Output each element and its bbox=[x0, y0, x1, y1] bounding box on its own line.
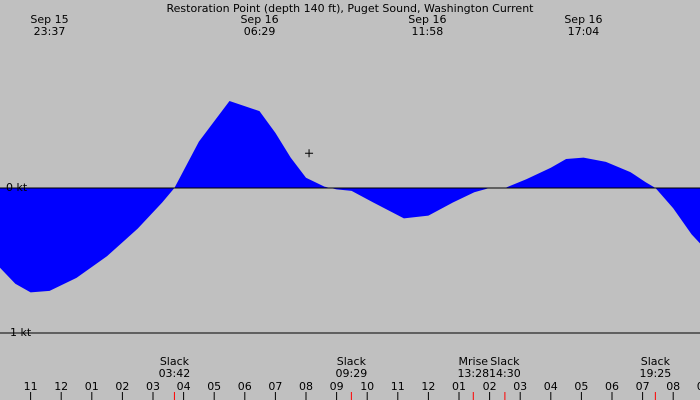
label-layer: 0 kt -1 kt 11 12 01 02 03 04 05 06 07 08 09 10 11 12 01 0… bbox=[6, 13, 700, 393]
hour-tick-label: 03 bbox=[146, 380, 160, 393]
y-tick-label: 0 kt bbox=[6, 181, 28, 194]
hour-tick-label: 04 bbox=[177, 380, 191, 393]
date-label: Sep 16 bbox=[408, 13, 446, 26]
flood-area bbox=[330, 157, 700, 244]
hour-tick-label: 04 bbox=[544, 380, 558, 393]
current-area-layer bbox=[0, 101, 700, 293]
event-time-label: 09:29 bbox=[336, 367, 368, 380]
date-label: Sep 16 bbox=[564, 13, 602, 26]
hour-tick-label: 08 bbox=[299, 380, 313, 393]
hour-tick-label: 10 bbox=[360, 380, 374, 393]
hour-tick-label: 09 bbox=[697, 380, 700, 393]
hour-tick-label: 11 bbox=[391, 380, 405, 393]
date-label: Sep 16 bbox=[240, 13, 278, 26]
event-kind-label: Slack bbox=[490, 355, 520, 368]
event-time-label: 19:25 bbox=[640, 367, 672, 380]
y-tick-label: -1 kt bbox=[6, 326, 32, 339]
event-time-label: 14:30 bbox=[489, 367, 521, 380]
hour-tick-label: 12 bbox=[421, 380, 435, 393]
time-label: 06:29 bbox=[244, 25, 276, 38]
date-label: Sep 15 bbox=[30, 13, 68, 26]
time-label: 23:37 bbox=[34, 25, 66, 38]
cursor-mark bbox=[305, 149, 314, 158]
hour-tick-label: 03 bbox=[513, 380, 527, 393]
hour-tick-label: 07 bbox=[268, 380, 282, 393]
hour-tick-label: 06 bbox=[605, 380, 619, 393]
time-label: 17:04 bbox=[568, 25, 600, 38]
flood-area bbox=[0, 101, 331, 293]
hour-tick-label: 06 bbox=[238, 380, 252, 393]
event-kind-label: Mrise bbox=[459, 355, 489, 368]
hour-tick-label: 01 bbox=[85, 380, 99, 393]
chart-title: Restoration Point (depth 140 ft), Puget … bbox=[167, 2, 535, 15]
event-time-label: 13:28 bbox=[457, 367, 489, 380]
event-time-label: 03:42 bbox=[159, 367, 191, 380]
time-label: 11:58 bbox=[412, 25, 444, 38]
event-kind-label: Slack bbox=[337, 355, 367, 368]
hour-tick-label: 11 bbox=[24, 380, 38, 393]
hour-tick-label: 12 bbox=[54, 380, 68, 393]
hour-tick-label: 05 bbox=[574, 380, 588, 393]
hour-tick-label: 02 bbox=[115, 380, 129, 393]
hour-tick-label: 09 bbox=[330, 380, 344, 393]
hour-tick-label: 07 bbox=[636, 380, 650, 393]
hour-tick-label: 08 bbox=[666, 380, 680, 393]
axis-layer bbox=[0, 149, 700, 400]
hour-tick-label: 02 bbox=[483, 380, 497, 393]
event-kind-label: Slack bbox=[160, 355, 190, 368]
hour-tick-label: 05 bbox=[207, 380, 221, 393]
event-kind-label: Slack bbox=[641, 355, 671, 368]
hour-tick-label: 01 bbox=[452, 380, 466, 393]
